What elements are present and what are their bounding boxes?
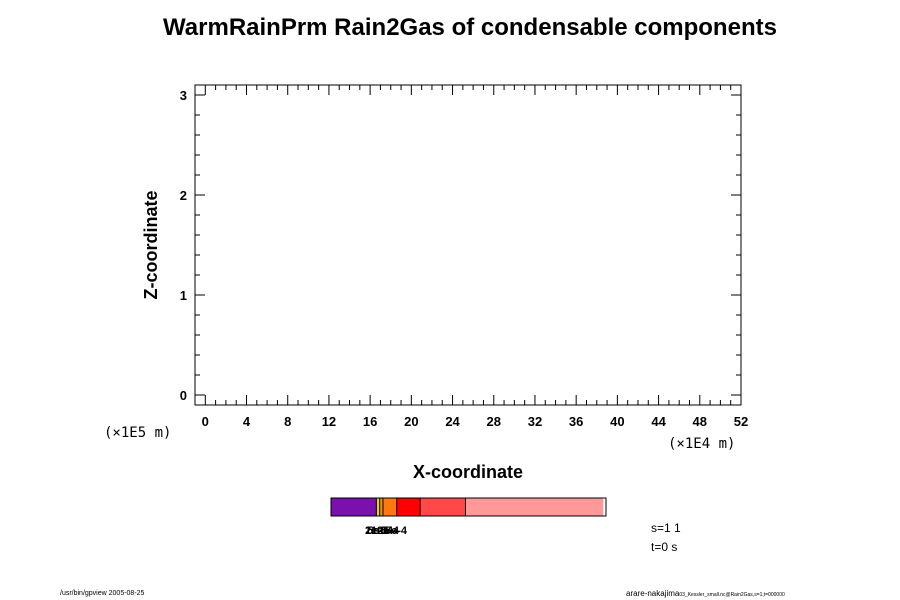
- subset-info: s=1 1: [651, 521, 681, 535]
- footer-right: arare-nakajima03_Kessler_small.nc@Rain2G…: [626, 589, 785, 598]
- y-tick-label: 3: [180, 88, 187, 103]
- y-tick-labels: 0 1 2 3: [180, 88, 187, 403]
- x-tick-label: 12: [322, 414, 336, 429]
- colorbar-segment: [420, 498, 466, 516]
- x-tick-label: 48: [693, 414, 707, 429]
- x-axis-label: X-coordinate: [413, 462, 523, 482]
- colorbar-frame: [330, 497, 607, 517]
- colorbar-segment: [465, 498, 604, 516]
- y-axis-unit: (×1E5 m): [104, 425, 172, 441]
- x-tick-label: 4: [243, 414, 251, 429]
- x-tick-label: 24: [445, 414, 460, 429]
- x-tick-label: 44: [651, 414, 666, 429]
- plot-frame: [194, 84, 742, 406]
- footer-right-small: 03_Kessler_small.nc@Rain2Gas,s=1,t=00000…: [679, 592, 785, 598]
- x-tick-label: 16: [363, 414, 377, 429]
- x-tick-label: 0: [202, 414, 209, 429]
- colorbar-label: 2e-5: [365, 525, 387, 537]
- y-tick-label: 1: [180, 288, 187, 303]
- time-info: t=0 s: [651, 540, 678, 554]
- colorbar-label: 1e-5: [365, 525, 387, 537]
- colorbar-segment: [376, 498, 380, 516]
- chart-title: WarmRainPrm Rain2Gas of condensable comp…: [163, 14, 777, 41]
- footer-left: /usr/bin/gpview 2005-08-25: [60, 590, 145, 597]
- x-tick-label: 32: [528, 414, 542, 429]
- x-tick-label: 8: [284, 414, 291, 429]
- colorbar-label: 5e-5: [367, 525, 389, 537]
- x-axis-unit: (×1E4 m): [668, 436, 736, 452]
- x-tick-label: 40: [610, 414, 624, 429]
- y-tick-label: 0: [180, 388, 187, 403]
- y-axis-label: Z-coordinate: [141, 190, 161, 299]
- x-tick-label: 20: [404, 414, 418, 429]
- colorbar-label: 2e-4: [377, 525, 400, 537]
- colorbar-label: 5e-4: [385, 525, 408, 537]
- y-tick-label: 2: [180, 188, 187, 203]
- colorbar: [330, 497, 607, 517]
- x-tick-label: 52: [734, 414, 748, 429]
- colorbar-segment: [382, 498, 397, 516]
- x-tick-label: 36: [569, 414, 583, 429]
- colorbar-segment: [396, 498, 421, 516]
- x-tick-labels: 0 4 8 12 16 20 24 28 32 36 40 44 48 52: [202, 414, 749, 429]
- footer-right-main: arare-nakajima: [626, 589, 680, 598]
- x-tick-label: 28: [487, 414, 501, 429]
- colorbar-label: 1e-4: [371, 525, 394, 537]
- colorbar-labels: 1e-52e-55e-51e-42e-45e-4: [365, 525, 408, 537]
- axis-ticks: [194, 85, 742, 405]
- colorbar-segment: [379, 498, 383, 516]
- colorbar-segment: [331, 498, 377, 516]
